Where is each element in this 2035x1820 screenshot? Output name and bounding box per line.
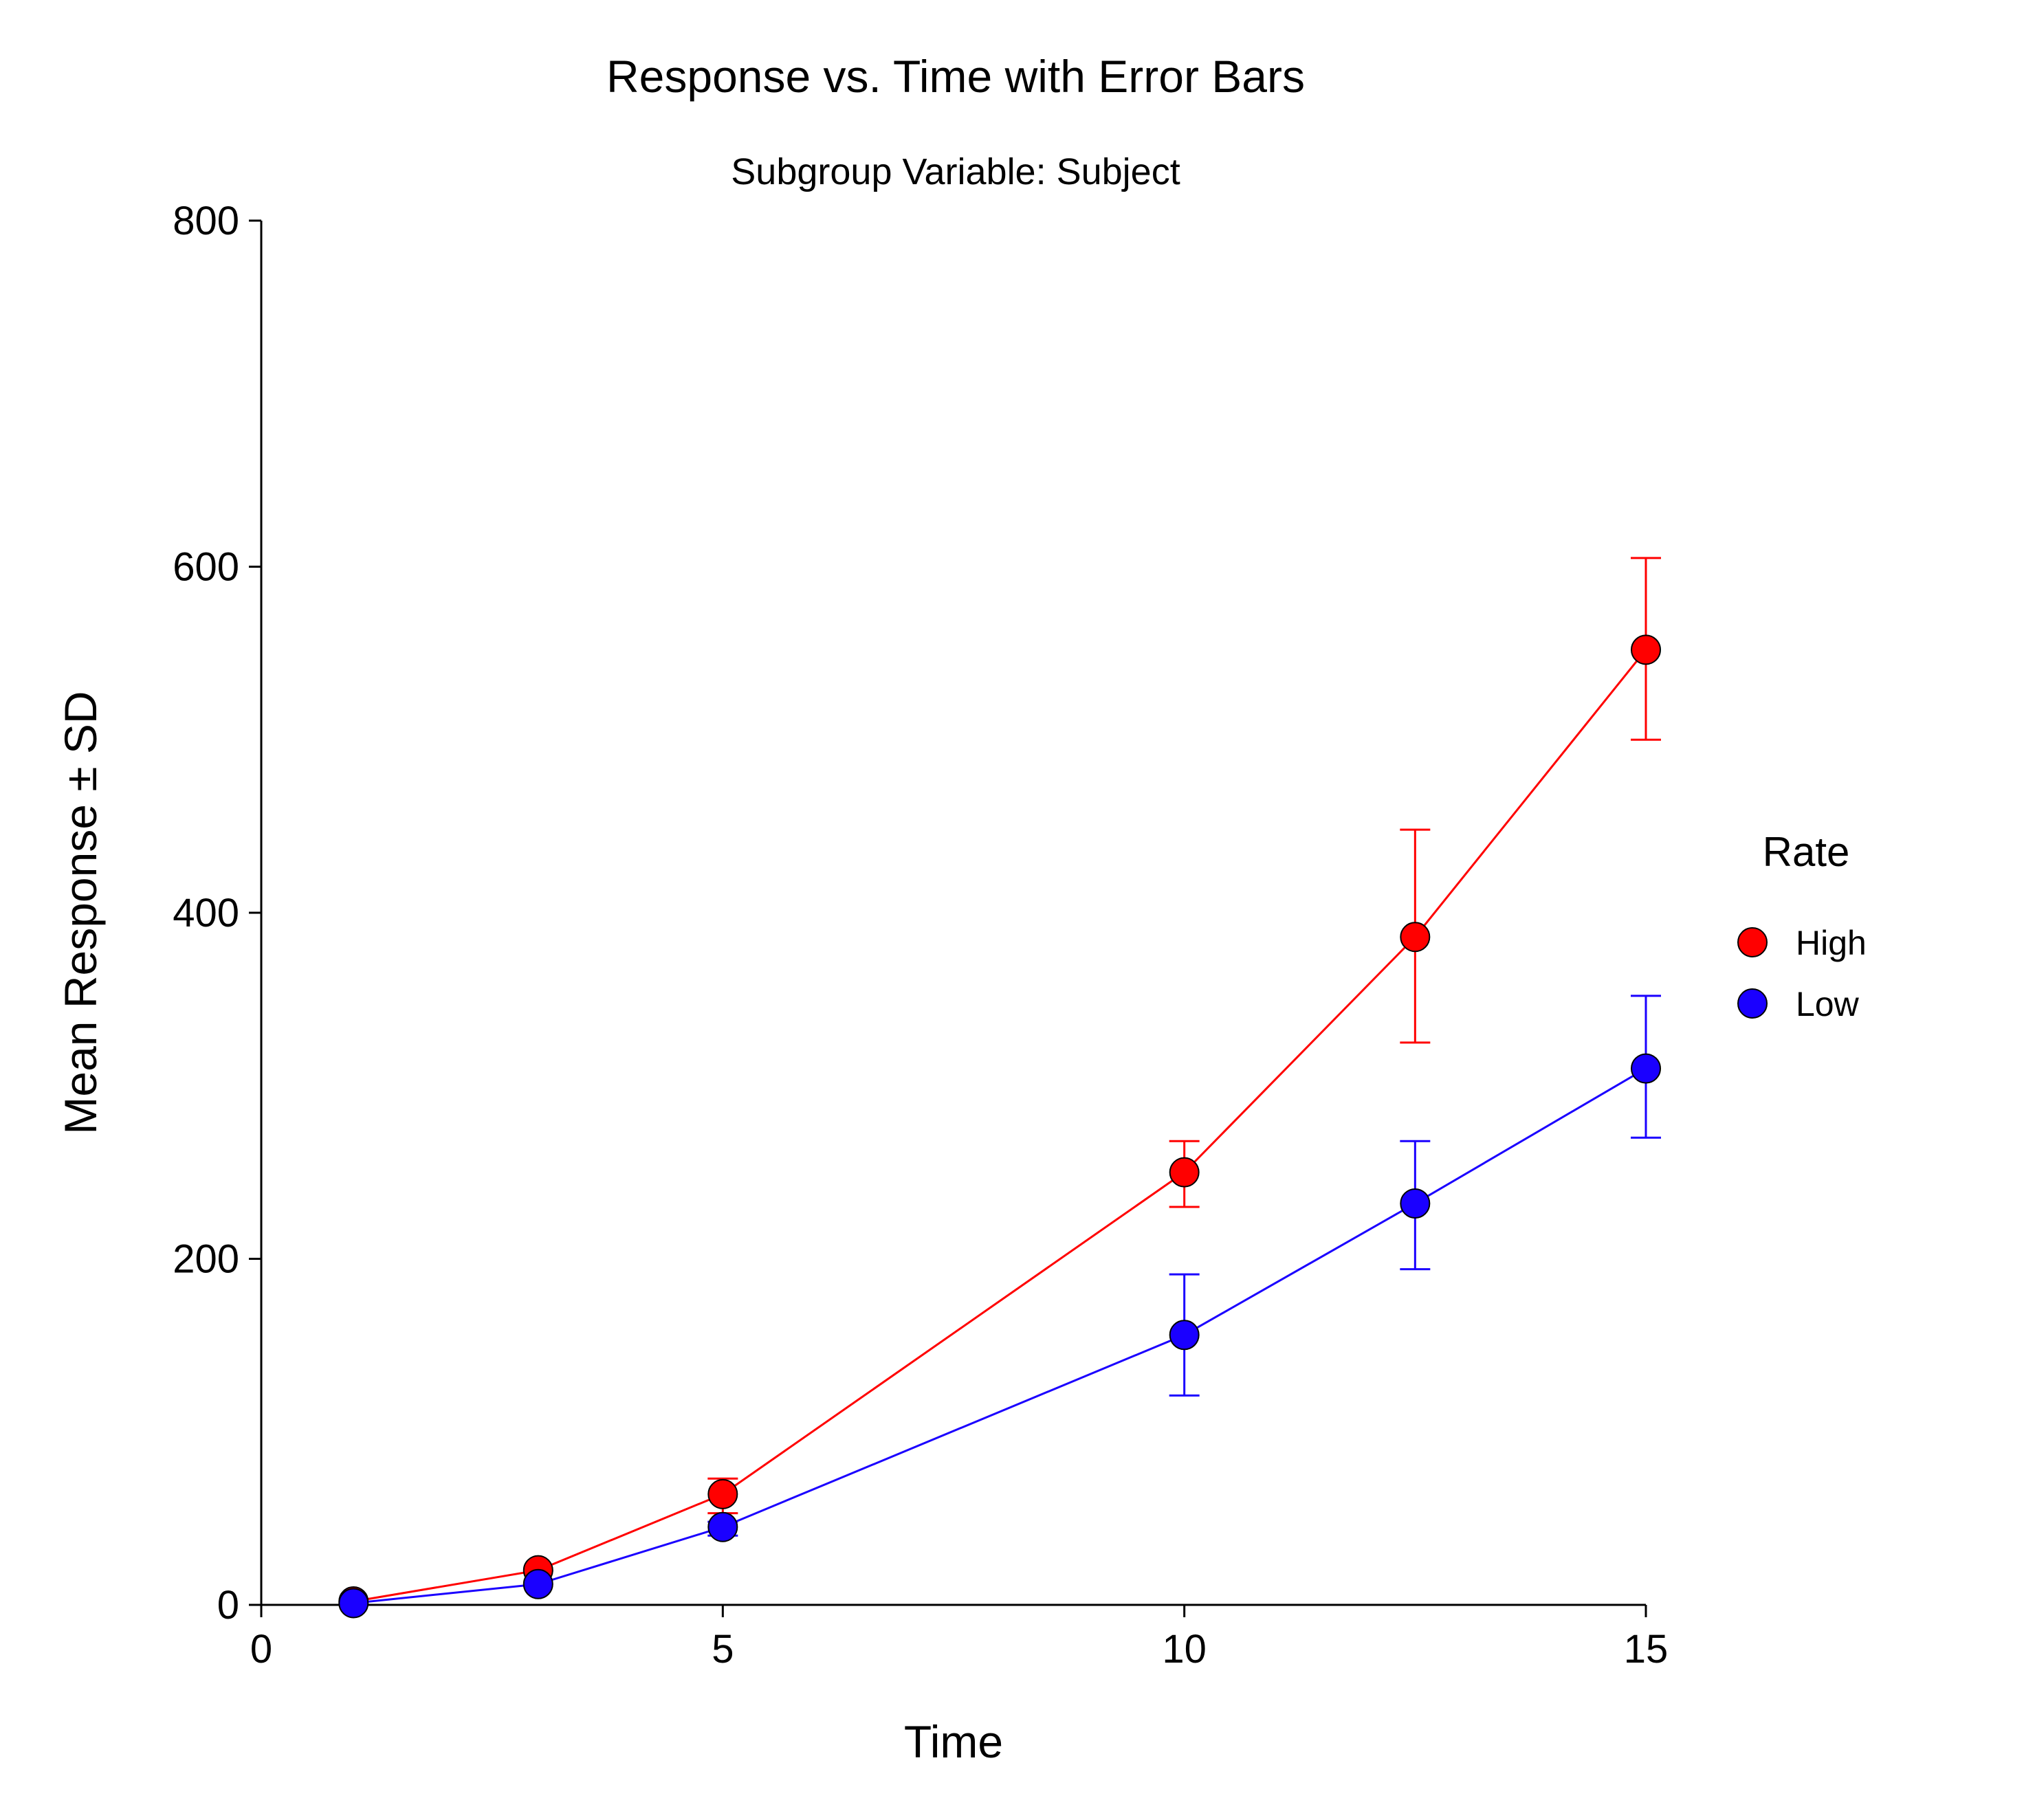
series-high bbox=[338, 557, 1661, 1617]
legend-marker bbox=[1737, 927, 1768, 957]
series-low bbox=[338, 995, 1661, 1619]
series-line bbox=[353, 1067, 1647, 1604]
data-point bbox=[707, 1478, 738, 1509]
legend-item-low: Low bbox=[1737, 985, 1860, 1023]
y-axis-title: Mean Response ± SD bbox=[55, 691, 106, 1134]
legend: Rate High Low bbox=[1737, 829, 1867, 1023]
y-axis-ticks: 0 200 400 600 800 bbox=[173, 199, 261, 1628]
chart-subtitle: Subgroup Variable: Subject bbox=[731, 151, 1180, 192]
data-point bbox=[522, 1568, 553, 1599]
x-tick-label: 15 bbox=[1624, 1627, 1669, 1672]
series-line bbox=[353, 649, 1647, 1603]
data-point bbox=[1631, 634, 1661, 665]
y-tick-label: 200 bbox=[173, 1237, 239, 1282]
data-point bbox=[1631, 1053, 1661, 1084]
data-point bbox=[1400, 922, 1431, 953]
legend-title: Rate bbox=[1763, 829, 1850, 875]
x-axis-ticks: 0 5 10 15 bbox=[250, 1605, 1668, 1672]
legend-marker bbox=[1737, 988, 1768, 1019]
data-point bbox=[1400, 1188, 1431, 1219]
chart-title: Response vs. Time with Error Bars bbox=[606, 51, 1305, 102]
legend-label: Low bbox=[1796, 985, 1860, 1023]
y-tick-label: 800 bbox=[173, 199, 239, 243]
legend-item-high: High bbox=[1737, 924, 1867, 962]
x-tick-label: 5 bbox=[712, 1627, 734, 1672]
x-tick-label: 10 bbox=[1162, 1627, 1207, 1672]
data-point bbox=[338, 1588, 369, 1619]
plot-area bbox=[338, 557, 1661, 1619]
data-point bbox=[1169, 1320, 1200, 1351]
data-point bbox=[707, 1511, 738, 1542]
y-tick-label: 0 bbox=[217, 1583, 239, 1628]
y-tick-label: 600 bbox=[173, 545, 239, 590]
data-point bbox=[1169, 1157, 1200, 1188]
y-tick-label: 400 bbox=[173, 891, 239, 935]
legend-label: High bbox=[1796, 924, 1867, 962]
x-axis-title: Time bbox=[904, 1716, 1003, 1767]
x-tick-label: 0 bbox=[250, 1627, 272, 1672]
